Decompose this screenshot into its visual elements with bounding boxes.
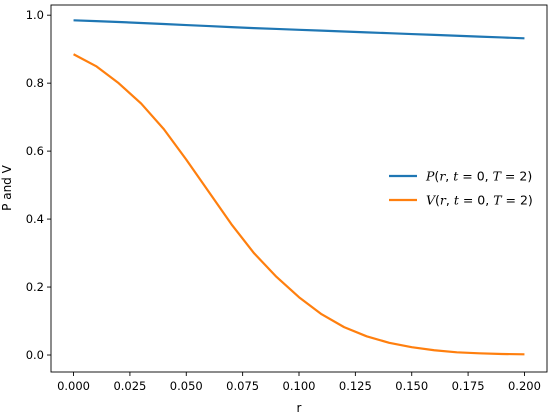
y-tick-label: 0.6 bbox=[26, 144, 44, 158]
x-tick-label: 0.200 bbox=[508, 379, 541, 393]
x-tick-label: 0.150 bbox=[395, 379, 428, 393]
x-axis-label: r bbox=[297, 401, 302, 415]
series-line-1 bbox=[73, 53, 525, 356]
x-tick-label: 0.100 bbox=[283, 379, 316, 393]
y-tick-label: 1.0 bbox=[26, 8, 44, 22]
y-tick-label: 0.0 bbox=[26, 348, 44, 362]
y-tick-label: 0.8 bbox=[26, 76, 44, 90]
legend-label-0: P(r, t = 0, T = 2) bbox=[425, 169, 532, 184]
plot-background bbox=[51, 5, 547, 372]
x-tick-label: 0.125 bbox=[339, 379, 372, 393]
series-line-0 bbox=[73, 19, 525, 40]
x-tick-label: 0.075 bbox=[226, 379, 259, 393]
y-axis-ticks: 0.0 0.2 0.4 0.6 0.8 1.0 bbox=[26, 8, 51, 362]
x-tick-label: 0.000 bbox=[57, 379, 90, 393]
x-axis-ticks: 0.000 0.025 0.050 0.075 0.100 0.125 0.150 0.175… bbox=[57, 372, 541, 393]
series-layer bbox=[73, 19, 525, 356]
legend: P(r, t = 0, T = 2) V(r, t = 0, T = 2) bbox=[389, 169, 533, 208]
x-tick-label: 0.025 bbox=[113, 379, 146, 393]
x-tick-label: 0.175 bbox=[452, 379, 485, 393]
x-tick-label: 0.050 bbox=[170, 379, 203, 393]
legend-label-1: V(r, t = 0, T = 2) bbox=[426, 193, 533, 208]
y-tick-label: 0.4 bbox=[26, 212, 44, 226]
y-axis-label: P and V bbox=[0, 164, 14, 210]
y-tick-label: 0.2 bbox=[26, 280, 44, 294]
